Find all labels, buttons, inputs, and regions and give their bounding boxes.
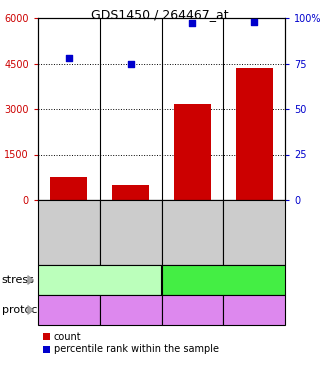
- Text: GSM40554: GSM40554: [126, 208, 135, 257]
- Text: stress: stress: [2, 275, 35, 285]
- Point: [128, 60, 133, 66]
- Text: hypoxia: hypoxia: [199, 273, 248, 286]
- Text: control: control: [78, 273, 121, 286]
- Bar: [174, 105, 211, 200]
- Text: GDS1450 / 264467_at: GDS1450 / 264467_at: [91, 8, 229, 21]
- Bar: [50, 177, 87, 200]
- Text: GSM40555: GSM40555: [250, 208, 259, 257]
- Text: count: count: [54, 332, 82, 342]
- Text: percentile rank within the sample: percentile rank within the sample: [54, 345, 219, 354]
- Text: GSM40552: GSM40552: [64, 208, 73, 257]
- Point: [252, 19, 257, 25]
- Point: [190, 21, 195, 27]
- Bar: [112, 186, 149, 200]
- Text: total RNA: total RNA: [174, 306, 211, 315]
- Bar: [236, 68, 273, 200]
- Text: total RNA: total RNA: [51, 306, 87, 315]
- Text: polysomal
mRNA: polysomal mRNA: [235, 300, 274, 320]
- Text: GSM40553: GSM40553: [188, 208, 197, 257]
- Text: protocol: protocol: [2, 305, 47, 315]
- Text: polysomal
mRNA: polysomal mRNA: [111, 300, 150, 320]
- Point: [66, 55, 71, 61]
